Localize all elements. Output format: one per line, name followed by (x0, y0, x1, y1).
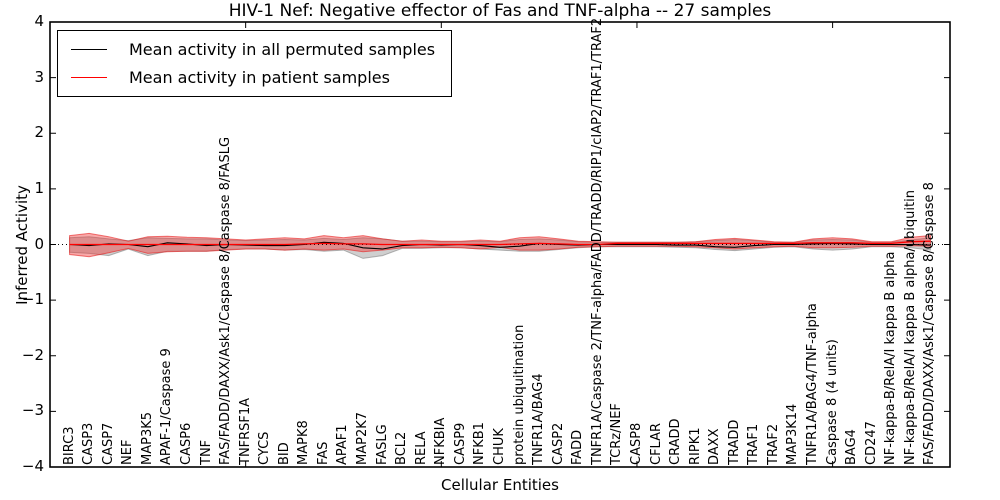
legend-label-patient: Mean activity in patient samples (129, 68, 390, 87)
x-category-label: MAPK8 (296, 420, 312, 465)
x-category-label: TRADD (726, 419, 742, 465)
plot-frame (49, 21, 951, 468)
legend-item-permuted: Mean activity in all permuted samples (71, 40, 435, 59)
legend-line-permuted-icon (71, 49, 107, 50)
x-category-label: TNF (198, 439, 214, 465)
x-category-label: TNFR1A/Caspase 2/TNF-alpha/FADD/TRADD/RI… (589, 17, 605, 465)
x-category-label: NEF (120, 439, 136, 465)
y-tick-label: −1 (21, 290, 44, 309)
x-category-label: NFKBIA (433, 417, 449, 465)
x-category-label: FAS/FADD/DAXX/Ask1/Caspase 8/Caspase 8/F… (218, 136, 234, 465)
patient-mean-line (69, 240, 931, 246)
x-category-label: Caspase 8 (4 units) (824, 339, 840, 465)
x-category-label: NF-kappa-B/RelA/I kappa B alpha (883, 251, 899, 465)
x-category-label: FADD (570, 429, 586, 465)
legend-line-patient-icon (71, 77, 107, 78)
x-category-label: TNFR1A/BAG4/TNF-alpha (805, 303, 821, 465)
x-category-label: protein ubiquitination (511, 324, 527, 465)
legend-label-permuted: Mean activity in all permuted samples (129, 40, 436, 59)
permuted-mean-line (69, 241, 931, 250)
x-category-label: CFLAR (648, 422, 664, 465)
x-category-label: FAS/FADD/DAXX/Ask1/Caspase 8/Caspase 8 (922, 182, 938, 465)
y-tick-label: 2 (34, 123, 44, 142)
x-category-label: FAS (315, 441, 331, 465)
y-tick-label: 3 (34, 67, 44, 86)
x-category-label: CASP7 (100, 422, 116, 465)
legend: Mean activity in all permuted samples Me… (57, 30, 453, 97)
legend-item-patient: Mean activity in patient samples (71, 68, 435, 87)
x-category-label: CASP8 (628, 422, 644, 465)
x-category-label: NF-kappa-B/RelA/I kappa B alpha/ubiquiti… (902, 190, 918, 465)
x-category-label: TRAF1 (746, 423, 762, 465)
y-tick-label: −3 (21, 401, 44, 420)
x-category-label: NFKB1 (472, 422, 488, 465)
x-category-label: CASP6 (178, 422, 194, 465)
y-tick-label: −2 (21, 345, 44, 364)
x-category-label: BID (276, 442, 292, 465)
x-category-label: RIPK1 (687, 427, 703, 465)
y-tick-label: 4 (34, 12, 44, 30)
x-category-label: CASP9 (452, 422, 468, 465)
x-category-label: MAP2K7 (355, 411, 371, 465)
x-category-label: DAXX (707, 428, 723, 466)
x-category-label: MAP3K5 (139, 411, 155, 465)
x-category-label: APAF1 (335, 424, 351, 465)
y-tick-label: −4 (21, 457, 44, 475)
x-category-label: FASLG (374, 424, 390, 465)
x-category-label: CHUK (492, 428, 507, 465)
x-category-label: CRADD (668, 418, 684, 466)
y-tick-label: 0 (34, 234, 44, 253)
x-category-label: TRAF2 (765, 423, 781, 465)
x-category-label: TNFR1A/BAG4 (531, 373, 547, 465)
chart-title: HIV-1 Nef: Negative effector of Fas and … (228, 1, 772, 21)
x-category-label: CASP3 (81, 422, 97, 465)
x-category-label: CASP2 (550, 422, 566, 465)
x-category-label: CYCS (257, 431, 273, 465)
x-category-label: BCL2 (394, 431, 410, 465)
x-category-label: CD247 (863, 421, 879, 465)
y-tick-label: 1 (34, 178, 44, 197)
x-category-label: APAF-1/Caspase 9 (159, 348, 175, 465)
x-category-label: MAP3K14 (785, 403, 801, 465)
x-category-label: BIRC3 (61, 426, 77, 466)
x-category-label: RELA (413, 431, 429, 465)
x-category-label: TCRz/NEF (609, 403, 625, 465)
x-axis-title: Cellular Entities (441, 476, 559, 494)
x-category-label: TNFRSF1A (237, 397, 253, 465)
x-category-label: BAG4 (844, 429, 860, 465)
y-axis-title: Inferred Activity (13, 185, 31, 305)
